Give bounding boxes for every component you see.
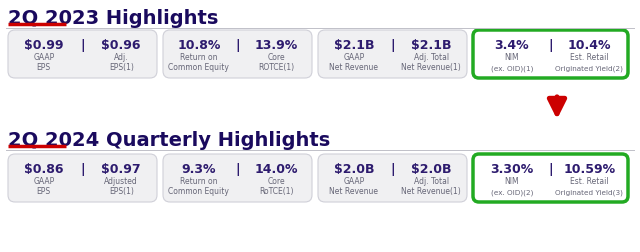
FancyBboxPatch shape <box>473 154 628 202</box>
Text: Originated Yield(3): Originated Yield(3) <box>556 189 623 195</box>
Text: $2.0B: $2.0B <box>333 162 374 175</box>
Text: GAAP: GAAP <box>33 53 54 62</box>
Text: Net Revenue: Net Revenue <box>329 186 378 195</box>
Text: NIM: NIM <box>504 176 519 185</box>
Text: Common Equity: Common Equity <box>168 63 229 72</box>
Text: Common Equity: Common Equity <box>168 186 229 195</box>
Text: 3.4%: 3.4% <box>495 39 529 52</box>
Text: $2.1B: $2.1B <box>411 39 451 52</box>
Text: EPS: EPS <box>36 186 51 195</box>
Text: Adj.: Adj. <box>114 53 129 62</box>
Text: GAAP: GAAP <box>33 176 54 185</box>
Text: 2Q 2024 Quarterly Highlights: 2Q 2024 Quarterly Highlights <box>8 131 330 149</box>
FancyBboxPatch shape <box>473 31 628 79</box>
Text: 2Q 2023 Highlights: 2Q 2023 Highlights <box>8 9 218 28</box>
Text: Core: Core <box>268 53 285 62</box>
Text: Return on: Return on <box>180 176 218 185</box>
FancyBboxPatch shape <box>318 31 467 79</box>
Text: 10.4%: 10.4% <box>568 39 611 52</box>
Text: $2.0B: $2.0B <box>411 162 451 175</box>
Text: Core: Core <box>268 176 285 185</box>
Text: |: | <box>390 162 395 175</box>
Text: $0.97: $0.97 <box>101 162 141 175</box>
Text: Net Revenue: Net Revenue <box>329 63 378 72</box>
Text: $0.96: $0.96 <box>102 39 141 52</box>
FancyBboxPatch shape <box>163 31 312 79</box>
Text: RoTCE(1): RoTCE(1) <box>259 186 294 195</box>
FancyBboxPatch shape <box>8 154 157 202</box>
Text: $0.86: $0.86 <box>24 162 63 175</box>
Text: 10.59%: 10.59% <box>563 162 615 175</box>
Text: |: | <box>390 39 395 52</box>
Text: Return on: Return on <box>180 53 218 62</box>
Text: $2.1B: $2.1B <box>333 39 374 52</box>
Text: |: | <box>548 162 553 175</box>
Text: 13.9%: 13.9% <box>255 39 298 52</box>
Text: 3.30%: 3.30% <box>490 162 533 175</box>
Text: ROTCE(1): ROTCE(1) <box>258 63 294 72</box>
FancyBboxPatch shape <box>318 154 467 202</box>
Text: EPS(1): EPS(1) <box>109 186 134 195</box>
Text: Adj. Total: Adj. Total <box>413 176 449 185</box>
Text: Adj. Total: Adj. Total <box>413 53 449 62</box>
Text: NIM: NIM <box>504 53 519 62</box>
Text: Est. Retail: Est. Retail <box>570 176 609 185</box>
Text: EPS: EPS <box>36 63 51 72</box>
Text: |: | <box>80 162 85 175</box>
Text: Originated Yield(2): Originated Yield(2) <box>556 65 623 72</box>
FancyBboxPatch shape <box>8 31 157 79</box>
Text: Net Revenue(1): Net Revenue(1) <box>401 63 461 72</box>
Text: Net Revenue(1): Net Revenue(1) <box>401 186 461 195</box>
Text: |: | <box>235 39 240 52</box>
Text: Adjusted: Adjusted <box>104 176 138 185</box>
Text: GAAP: GAAP <box>343 53 364 62</box>
Text: |: | <box>548 39 553 52</box>
Text: $0.99: $0.99 <box>24 39 63 52</box>
Text: |: | <box>80 39 85 52</box>
Text: |: | <box>235 162 240 175</box>
Text: GAAP: GAAP <box>343 176 364 185</box>
FancyBboxPatch shape <box>163 154 312 202</box>
Text: (ex. OID)(1): (ex. OID)(1) <box>491 65 533 72</box>
Text: Est. Retail: Est. Retail <box>570 53 609 62</box>
Text: 9.3%: 9.3% <box>182 162 216 175</box>
Text: 10.8%: 10.8% <box>177 39 220 52</box>
Text: (ex. OID)(2): (ex. OID)(2) <box>491 189 533 195</box>
Text: EPS(1): EPS(1) <box>109 63 134 72</box>
Text: 14.0%: 14.0% <box>255 162 298 175</box>
